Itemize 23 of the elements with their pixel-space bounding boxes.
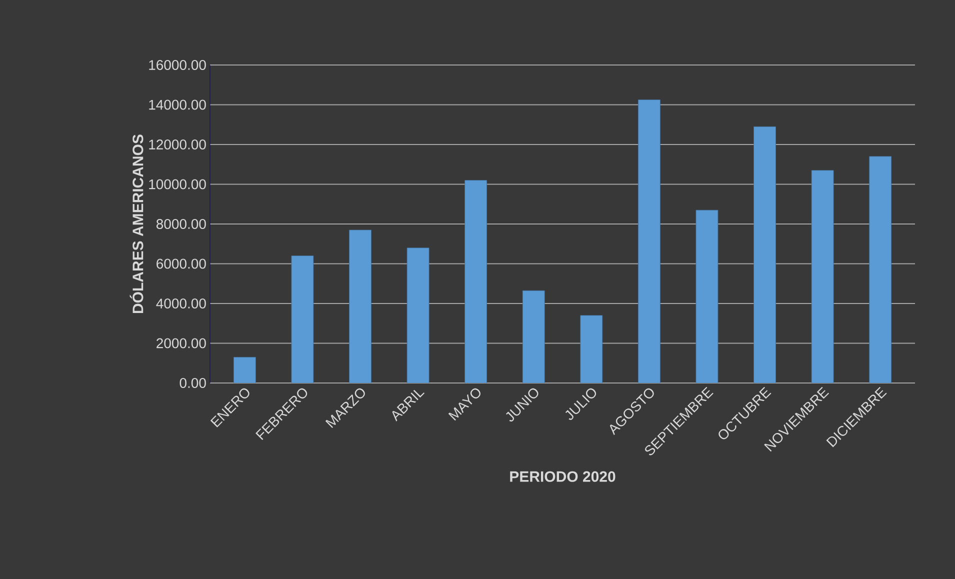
- bar: [869, 156, 892, 383]
- y-tick-label: 12000.00: [149, 140, 206, 150]
- y-tick-label: 6000.00: [156, 258, 206, 269]
- y-tick-label: 14000.00: [149, 100, 206, 110]
- y-tick-label: 2000.00: [156, 338, 206, 348]
- x-axis-title: PERIODO 2020: [510, 471, 616, 482]
- bar: [349, 230, 372, 383]
- y-tick-label: 8000.00: [156, 219, 206, 229]
- y-tick-label: 16000.00: [149, 60, 206, 70]
- bar: [233, 356, 256, 383]
- bar: [464, 180, 488, 383]
- y-tick-label: 4000.00: [156, 298, 206, 308]
- y-tick-label: 0.00: [180, 378, 206, 388]
- y-axis-title: DÓLARES AMERICANOS: [130, 134, 144, 313]
- bar: [811, 170, 834, 383]
- bar: [638, 100, 660, 383]
- bar: [754, 126, 776, 383]
- bar: [580, 315, 603, 383]
- bar: [291, 256, 314, 383]
- y-tick-label: 10000.00: [149, 179, 206, 190]
- bar: [696, 210, 718, 383]
- bar: [406, 248, 430, 383]
- bar: [522, 290, 545, 383]
